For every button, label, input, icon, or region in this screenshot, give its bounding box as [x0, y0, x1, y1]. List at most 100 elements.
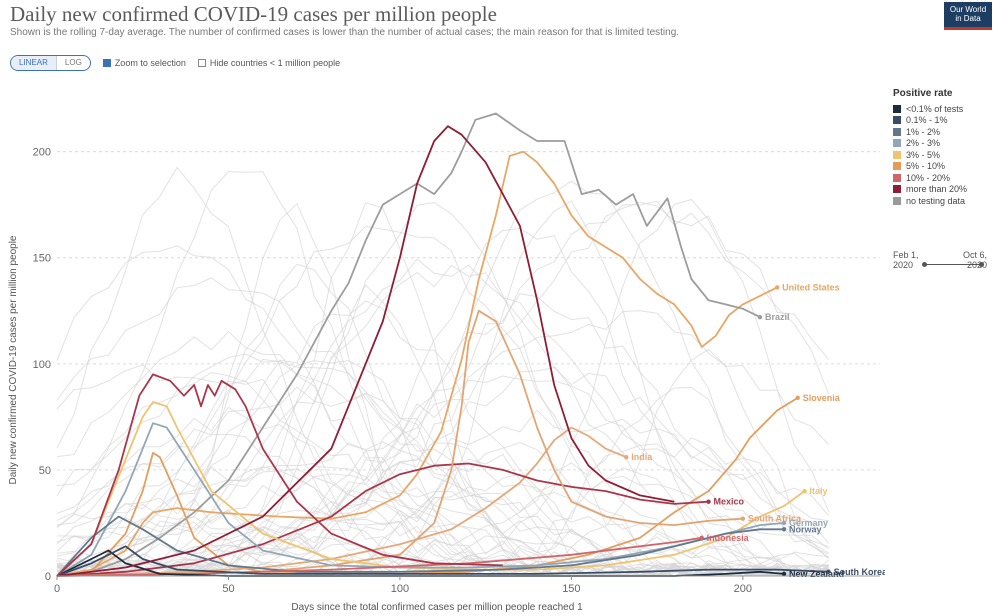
background-country-line	[56, 386, 829, 577]
series-label: Slovenia	[803, 393, 841, 403]
zoom-to-selection-checkbox[interactable]: Zoom to selection	[102, 58, 186, 68]
series-end-marker	[826, 569, 831, 574]
background-country-line	[56, 258, 829, 577]
legend-label: more than 20%	[906, 184, 968, 195]
background-country-line	[56, 198, 830, 577]
series-label: Italy	[810, 486, 828, 496]
series-label: India	[631, 452, 653, 462]
timeline-end-handle[interactable]	[979, 262, 984, 267]
series-labels: United States Brazil Slovenia India MexicoSo…	[624, 282, 885, 579]
timeline-track[interactable]	[925, 264, 981, 265]
y-tick-label: 200	[33, 147, 51, 159]
timeline-start-handle[interactable]	[922, 262, 927, 267]
legend-label: 2% - 3%	[906, 138, 941, 149]
series-line	[56, 309, 743, 577]
legend-swatch	[893, 196, 901, 205]
legend-item[interactable]: no testing data	[893, 195, 967, 207]
zoom-to-selection-label: Zoom to selection	[114, 58, 186, 68]
series-label: South Africa	[748, 514, 802, 524]
series-label: Brazil	[765, 312, 790, 322]
log-scale-button[interactable]: LOG	[55, 56, 90, 70]
background-country-line	[57, 367, 829, 577]
series-line	[56, 401, 806, 577]
background-country-line	[57, 201, 829, 577]
scale-toggle: LINEAR LOG	[10, 55, 91, 71]
logo-line-1: Our World	[949, 5, 987, 14]
legend-item[interactable]: 0.1% - 1%	[893, 115, 967, 127]
series-label: United States	[782, 282, 840, 292]
x-tick-label: 50	[222, 583, 234, 595]
series-end-marker	[781, 520, 787, 526]
legend-item[interactable]: 3% - 5%	[893, 149, 967, 161]
series-line	[56, 112, 761, 577]
series-line	[56, 536, 702, 577]
legend-swatch	[893, 150, 901, 159]
series-lines	[56, 112, 829, 577]
legend-label: 0.1% - 1%	[906, 115, 948, 126]
x-tick-label: 200	[734, 583, 752, 595]
background-country-lines	[56, 166, 830, 577]
series-end-marker	[757, 314, 763, 320]
legend-item[interactable]: <0.1% of tests	[893, 103, 967, 115]
timeline-end-label: Oct 6, 2020	[962, 250, 987, 270]
chart-title: Daily new confirmed COVID-19 cases per m…	[10, 2, 497, 26]
positive-rate-legend: Positive rate <0.1% of tests 0.1% - 1% 1% …	[893, 88, 967, 207]
series-line	[56, 125, 675, 577]
owid-logo[interactable]: Our World in Data	[944, 2, 992, 30]
legend-label: 3% - 5%	[906, 149, 941, 160]
legend-swatch	[893, 162, 901, 171]
background-country-line	[56, 245, 829, 577]
y-axis-label: Daily new confirmed COVID-19 cases per m…	[8, 235, 19, 484]
background-country-line	[56, 225, 829, 577]
legend-item[interactable]: 2% - 3%	[893, 138, 967, 150]
legend-label: no testing data	[906, 195, 966, 206]
legend-swatch	[893, 104, 901, 113]
series-line	[56, 515, 784, 577]
line-chart[interactable]: United States Brazil Slovenia India MexicoSo…	[0, 0, 885, 616]
series-label: Mexico	[714, 497, 745, 507]
series-line	[56, 397, 799, 577]
legend-item[interactable]: 1% - 2%	[893, 126, 967, 138]
hide-small-countries-checkbox[interactable]: Hide countries < 1 million people	[197, 58, 341, 68]
series-end-marker	[706, 499, 711, 504]
series-end-marker	[802, 488, 807, 494]
x-tick-label: 100	[391, 583, 409, 595]
checkbox-checked-icon	[102, 59, 111, 67]
legend-title: Positive rate	[893, 88, 953, 99]
series-line	[56, 545, 829, 577]
series-end-marker	[624, 454, 629, 460]
series-end-marker	[781, 571, 787, 577]
legend-label: 10% - 20%	[906, 172, 951, 183]
legend-label: <0.1% of tests	[906, 103, 964, 114]
hide-small-countries-label: Hide countries < 1 million people	[209, 58, 341, 68]
series-line	[56, 426, 627, 577]
series-label: Indonesia	[707, 533, 750, 543]
background-country-line	[56, 171, 829, 577]
series-end-marker	[781, 527, 787, 532]
background-country-line	[56, 468, 829, 577]
legend-label: 5% - 10%	[906, 161, 946, 172]
y-tick-label: 0	[45, 571, 51, 583]
legend-swatch	[893, 139, 901, 148]
series-end-marker	[795, 395, 800, 400]
legend-swatch	[893, 127, 901, 136]
y-tick-label: 50	[39, 465, 51, 477]
chart-controls: LINEAR LOG Zoom to selection Hide countr…	[10, 55, 340, 71]
series-end-marker	[699, 535, 704, 541]
x-axis-label: Days since the total confirmed cases per…	[291, 602, 583, 613]
background-country-line	[56, 453, 829, 577]
logo-line-2: in Data	[955, 14, 981, 23]
y-tick-label: 100	[33, 359, 51, 371]
series-label: Germany	[789, 518, 828, 528]
linear-scale-button[interactable]: LINEAR	[11, 56, 56, 70]
x-tick-label: 150	[562, 583, 580, 595]
legend-label: 1% - 2%	[906, 126, 941, 137]
y-tick-label: 150	[33, 253, 51, 265]
checkbox-unchecked-icon	[197, 59, 206, 67]
legend-item[interactable]: 5% - 10%	[893, 161, 967, 173]
logo-accent-bar	[944, 27, 992, 30]
series-label: Norway	[789, 524, 822, 534]
background-country-line	[56, 277, 829, 577]
legend-item[interactable]: 10% - 20%	[893, 172, 967, 184]
legend-item[interactable]: more than 20%	[893, 184, 967, 196]
